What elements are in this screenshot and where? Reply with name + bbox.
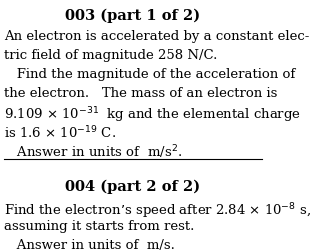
Text: 9.109 $\times$ 10$^{-31}$  kg and the elemental charge: 9.109 $\times$ 10$^{-31}$ kg and the ele… xyxy=(4,106,301,125)
Text: the electron.   The mass of an electron is: the electron. The mass of an electron is xyxy=(4,87,277,100)
Text: Find the magnitude of the acceleration of: Find the magnitude of the acceleration o… xyxy=(4,68,295,81)
Text: An electron is accelerated by a constant elec-: An electron is accelerated by a constant… xyxy=(4,30,309,43)
Text: 003 (part 1 of 2): 003 (part 1 of 2) xyxy=(65,8,201,23)
Text: assuming it starts from rest.: assuming it starts from rest. xyxy=(4,220,194,233)
Text: is 1.6 $\times$ 10$^{-19}$ C.: is 1.6 $\times$ 10$^{-19}$ C. xyxy=(4,124,116,141)
Text: Find the electron’s speed after 2.84 $\times$ 10$^{-8}$ s,: Find the electron’s speed after 2.84 $\t… xyxy=(4,201,311,220)
Text: tric field of magnitude 258 N/C.: tric field of magnitude 258 N/C. xyxy=(4,49,217,62)
Text: Answer in units of  m/s$^{2}$.: Answer in units of m/s$^{2}$. xyxy=(4,143,182,161)
Text: Answer in units of  m/s.: Answer in units of m/s. xyxy=(4,239,175,252)
Text: 004 (part 2 of 2): 004 (part 2 of 2) xyxy=(65,179,201,194)
